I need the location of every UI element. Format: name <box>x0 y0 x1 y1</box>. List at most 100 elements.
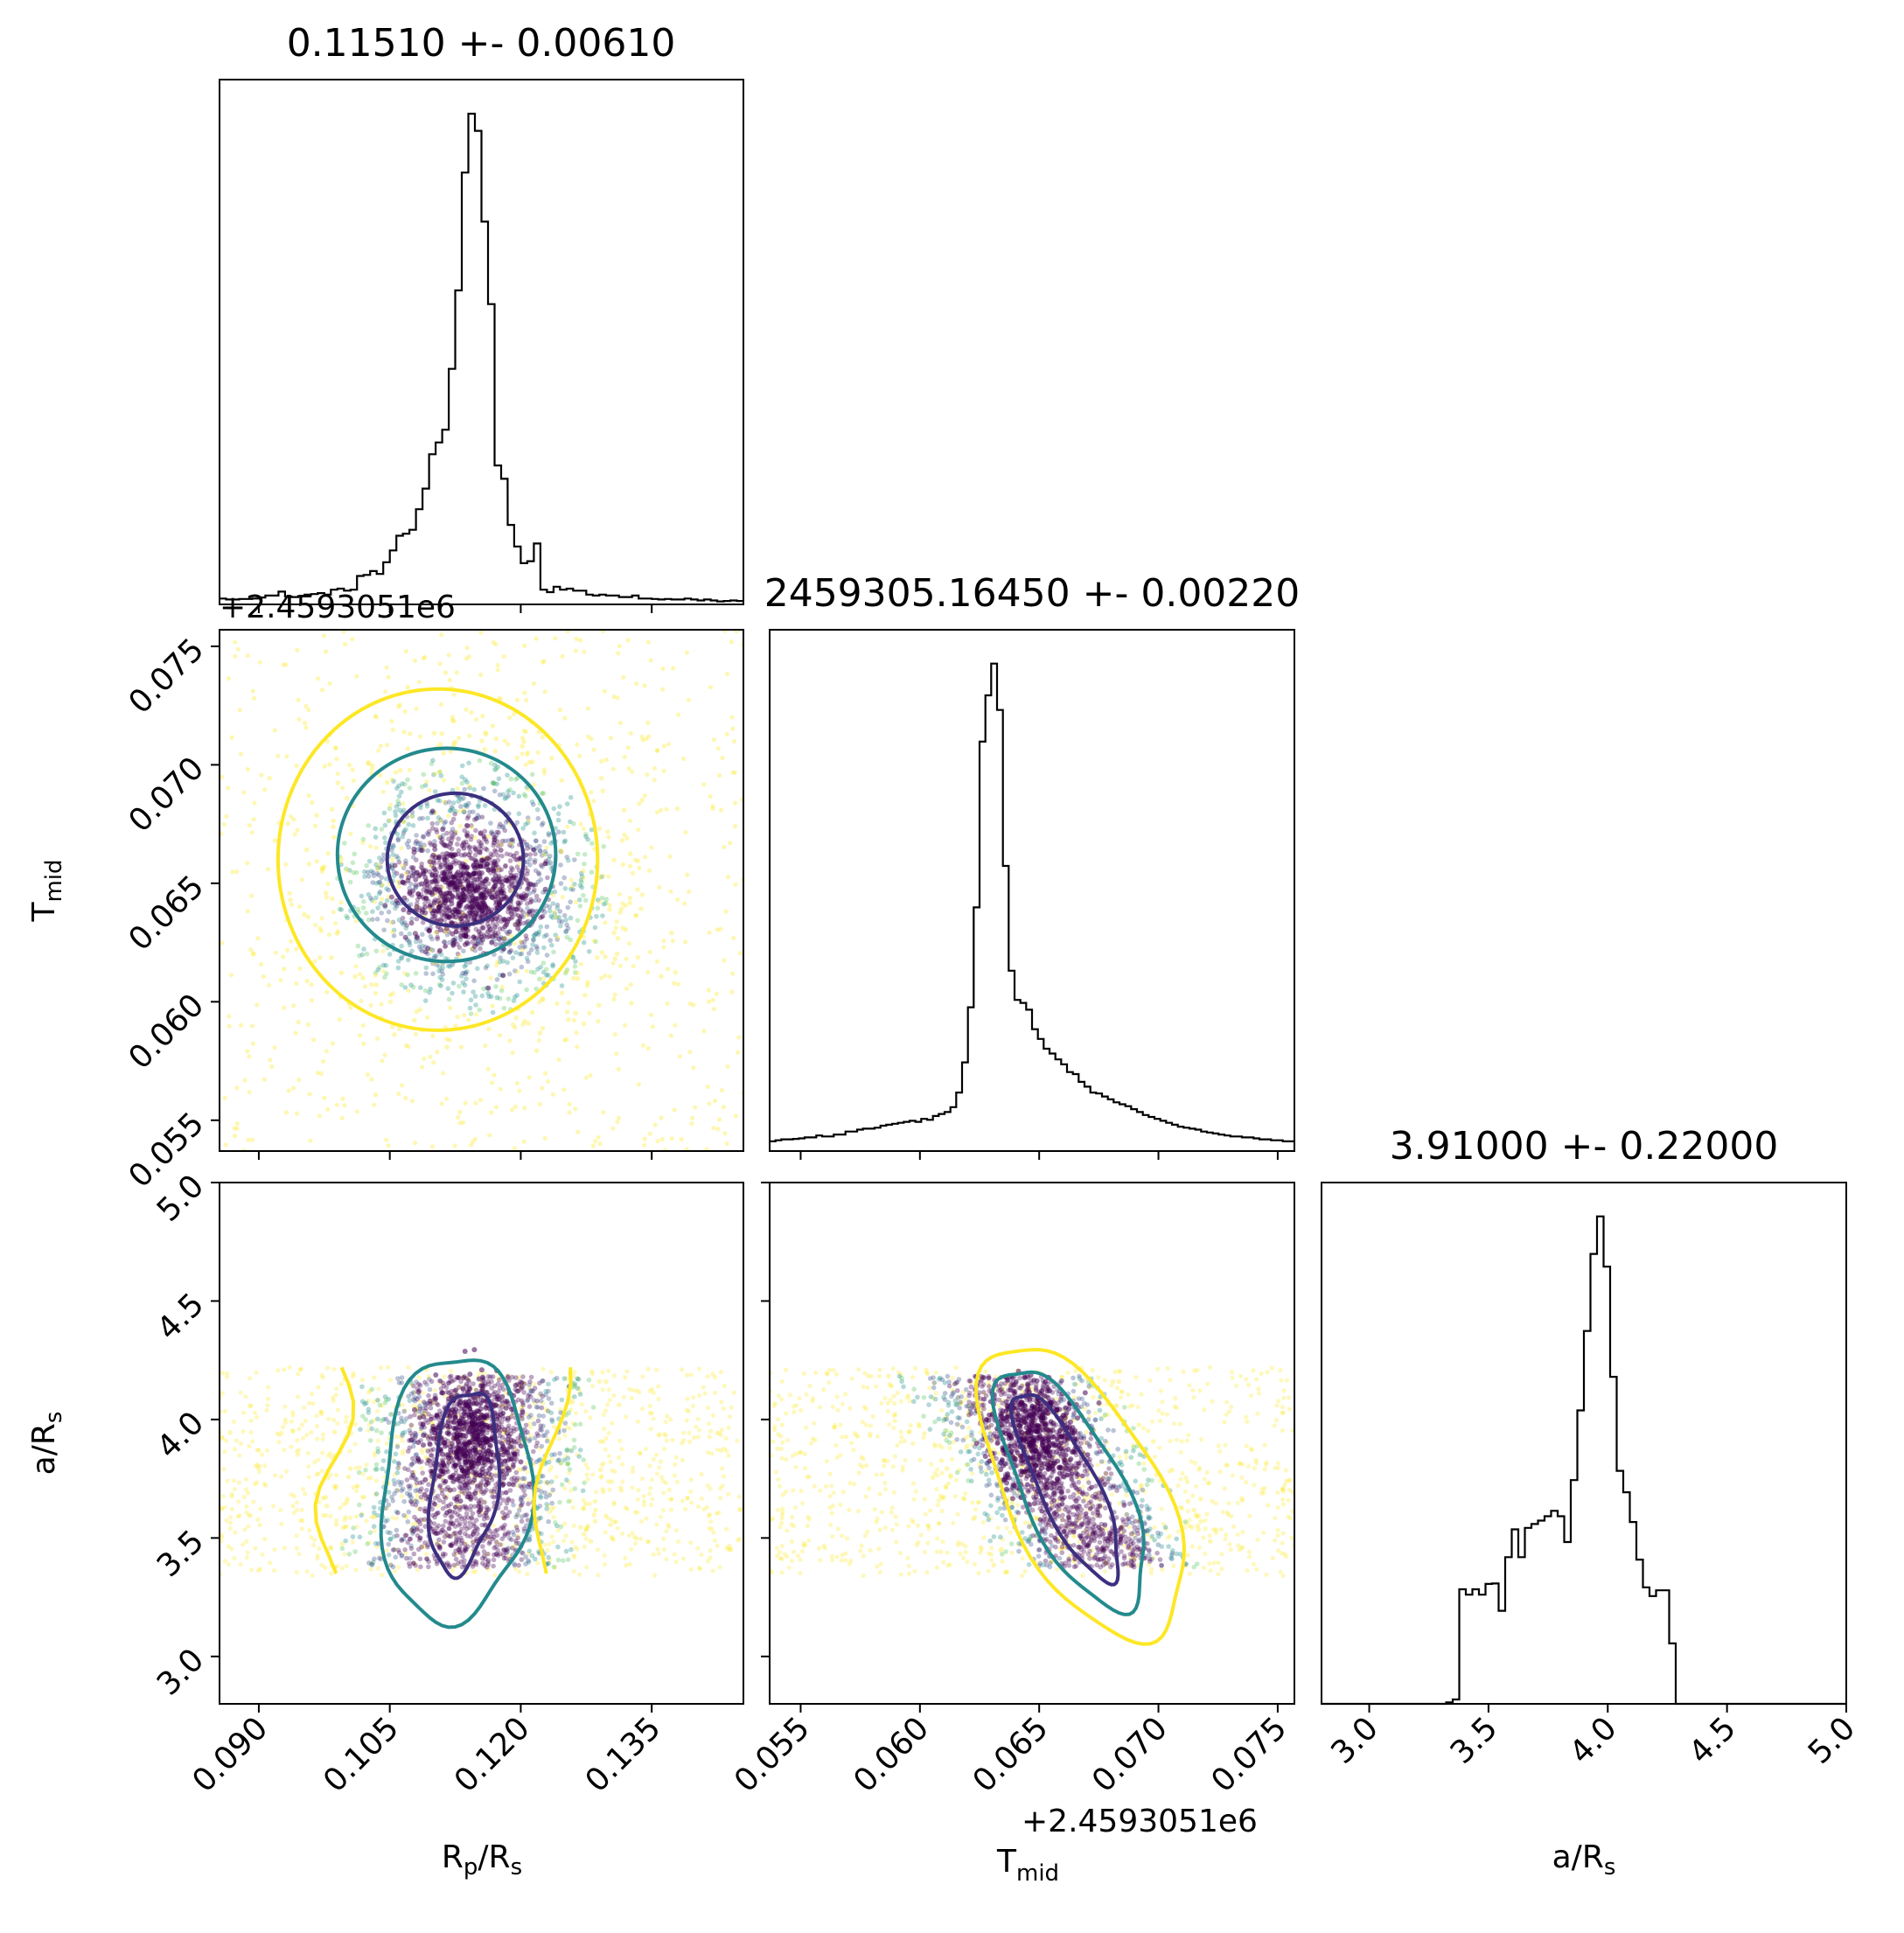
scatter-point <box>394 1516 399 1521</box>
scatter-point <box>706 1559 711 1564</box>
scatter-point <box>610 1420 615 1426</box>
scatter-point <box>485 1374 492 1379</box>
scatter-point <box>625 638 631 643</box>
scatter-point <box>475 813 481 818</box>
scatter-point <box>480 1376 486 1381</box>
scatter-point <box>722 1383 727 1388</box>
scatter-point <box>454 1494 460 1500</box>
scatter-point <box>268 1560 273 1566</box>
scatter-point <box>538 1495 544 1500</box>
scatter-point <box>249 830 255 835</box>
scatter-point <box>401 921 406 927</box>
scatter-point <box>306 862 312 867</box>
scatter-point <box>359 1495 365 1500</box>
scatter-point <box>290 1504 296 1509</box>
scatter-point <box>462 1562 467 1567</box>
scatter-point <box>455 841 460 847</box>
scatter-point <box>567 1467 573 1472</box>
scatter-point <box>682 1506 688 1511</box>
scatter-point <box>535 1518 541 1523</box>
scatter-point <box>296 1371 301 1377</box>
scatter-point <box>257 1567 263 1572</box>
scatter-point <box>449 830 454 835</box>
scatter-point <box>478 1097 484 1103</box>
scatter-point <box>513 1523 519 1528</box>
scatter-point <box>403 861 408 867</box>
scatter-point <box>614 1051 619 1057</box>
scatter-point <box>581 1457 586 1462</box>
scatter-point <box>318 928 324 934</box>
scatter-point <box>645 639 652 645</box>
scatter-point <box>372 1528 377 1533</box>
scatter-point <box>526 1560 532 1565</box>
scatter-point <box>526 1497 531 1503</box>
scatter-point <box>386 1552 392 1558</box>
scatter-point <box>455 1511 460 1518</box>
scatter-point <box>558 848 563 855</box>
scatter-point <box>568 819 573 825</box>
scatter-point <box>726 1491 731 1497</box>
scatter-point <box>281 662 286 667</box>
scatter-point <box>557 909 563 914</box>
scatter-point <box>562 970 568 976</box>
scatter-point <box>319 916 324 921</box>
scatter-point <box>540 1473 546 1479</box>
scatter-point <box>327 762 332 767</box>
scatter-point <box>394 870 400 876</box>
scatter-point <box>251 695 257 701</box>
scatter-point <box>518 1497 524 1503</box>
scatter-point <box>649 1477 655 1483</box>
scatter-point <box>528 969 534 974</box>
scatter-point <box>534 893 540 899</box>
scatter-point <box>393 1554 399 1560</box>
scatter-point <box>553 636 558 641</box>
scatter-point <box>415 1532 421 1539</box>
scatter-point <box>453 1504 458 1510</box>
scatter-point <box>657 884 662 890</box>
scatter-point <box>572 1370 577 1375</box>
scatter-point <box>525 901 530 906</box>
scatter-point <box>517 1505 522 1511</box>
scatter-point <box>251 952 256 957</box>
scatter-point <box>468 1534 474 1539</box>
scatter-point <box>436 1544 443 1549</box>
scatter-point <box>503 1505 509 1511</box>
scatter-point <box>451 741 457 746</box>
scatter-point <box>654 959 660 964</box>
scatter-point <box>472 1528 478 1533</box>
scatter-point <box>454 1498 459 1504</box>
scatter-point <box>556 1436 562 1441</box>
scatter-point <box>324 989 330 994</box>
scatter-point <box>466 1378 472 1385</box>
scatter-point <box>517 914 523 920</box>
scatter-point <box>272 1045 277 1050</box>
scatter-point <box>422 1408 429 1413</box>
scatter-point <box>493 1473 499 1478</box>
scatter-point <box>534 838 539 844</box>
scatter-point <box>556 1457 561 1462</box>
scatter-point <box>309 982 314 987</box>
scatter-point <box>355 906 361 912</box>
scatter-point <box>491 780 496 786</box>
scatter-point <box>570 954 576 960</box>
scatter-point <box>530 942 535 947</box>
scatter-point <box>533 931 539 937</box>
scatter-point <box>379 1001 384 1007</box>
scatter-point <box>347 763 352 768</box>
scatter-point <box>402 1547 408 1553</box>
scatter-point <box>429 1413 435 1420</box>
scatter-point <box>435 820 440 826</box>
scatter-point <box>425 1015 430 1020</box>
scatter-point <box>555 1557 561 1563</box>
scatter-point <box>610 1479 615 1484</box>
scatter-point <box>482 1381 488 1386</box>
scatter-point <box>423 971 429 976</box>
scatter-point <box>415 1506 421 1511</box>
scatter-point <box>237 1453 242 1458</box>
scatter-point <box>478 1480 484 1486</box>
scatter-point <box>482 1490 488 1495</box>
scatter-point <box>395 799 401 804</box>
scatter-point <box>467 1479 473 1484</box>
scatter-point <box>541 820 546 826</box>
scatter-point <box>647 1410 653 1416</box>
